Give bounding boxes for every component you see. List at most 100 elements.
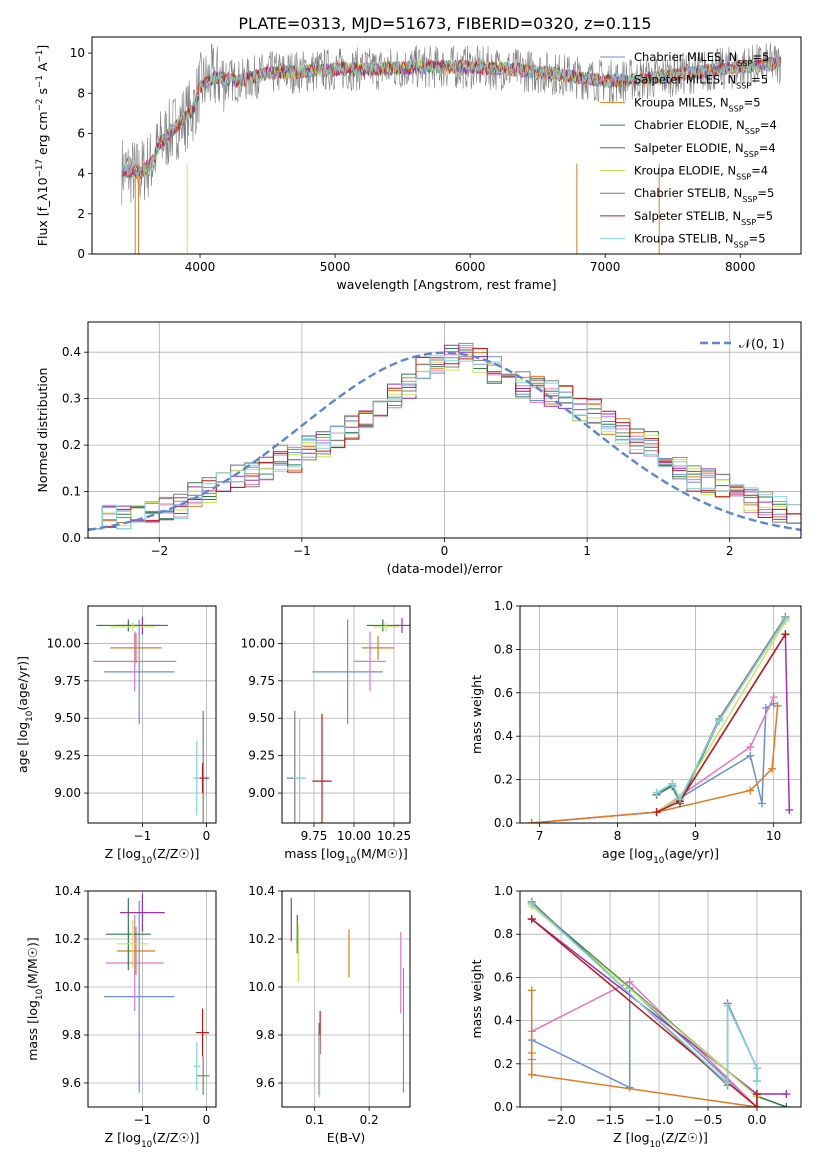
weight-marker <box>625 977 634 986</box>
x-tick-label: 8000 <box>725 260 756 274</box>
weight-marker <box>527 899 536 908</box>
weight-marker <box>773 701 782 710</box>
legend-label: Kroupa STELIB, NSSP=5 <box>634 232 766 250</box>
residual-histograms <box>88 342 801 538</box>
x-axis-label: mass [log10(M/M☉)] <box>284 846 408 866</box>
axes-frame <box>87 605 217 824</box>
x-axis-label: Z [log10(Z/Z☉)] <box>613 1130 708 1150</box>
x-tick-label: 6000 <box>455 260 486 274</box>
y-axis-label: mass weight <box>469 675 484 754</box>
weight-marker <box>527 986 536 995</box>
y-tick-label: 10.4 <box>54 884 81 898</box>
y-tick-label: 2 <box>77 207 85 221</box>
y-tick-label: 9.00 <box>248 786 275 800</box>
weight-marker <box>785 805 794 814</box>
y-tick-label: 10.00 <box>241 636 275 650</box>
x-tick-label: −0.5 <box>693 1113 722 1127</box>
y-tick-label: 0.2 <box>494 1057 513 1071</box>
weight-marker <box>746 743 755 752</box>
legend-label: Chabrier STELIB, NSSP=5 <box>634 186 774 204</box>
axes-frame <box>281 890 411 1108</box>
axes-frame <box>281 605 411 824</box>
normal-curve <box>88 351 801 532</box>
x-tick-label: 7 <box>536 829 544 843</box>
legend-label: Chabrier ELODIE, NSSP=4 <box>634 118 777 136</box>
y-axis-label: mass weight <box>469 959 484 1038</box>
y-axis-label: Normed distribution <box>35 368 50 493</box>
x-tick-label: 2 <box>726 544 734 558</box>
y-tick-label: 1.0 <box>494 884 513 898</box>
spectrum-legend: Chabrier MILES, NSSP=5 Salpeter MILES, NS… <box>600 50 777 249</box>
x-tick-label: 9.75 <box>301 829 328 843</box>
y-tick-label: 10 <box>70 46 85 60</box>
histogram-kroupa-stelib <box>88 355 801 538</box>
y-tick-label: 4 <box>77 167 85 181</box>
weight-marker <box>782 1090 791 1099</box>
age_vs_mass-points <box>286 617 410 823</box>
mass_vs_ebv-points <box>290 898 405 1098</box>
weight-line <box>531 702 775 823</box>
figure-title: PLATE=0313, MJD=51673, FIBERID=0320, z=0… <box>238 14 651 33</box>
x-tick-label: 0 <box>203 1113 211 1127</box>
x-tick-label: −2 <box>150 544 168 558</box>
weight-marker <box>527 1070 536 1079</box>
weight-marker <box>752 1077 761 1086</box>
weight_vs_age-axes: 7 8 9 10 0.0 0.2 0.4 0.6 0.8 1.0 age [log10(age/yr… <box>469 599 801 866</box>
x-tick-label: 0 <box>441 544 449 558</box>
x-tick-label: 1 <box>583 544 591 558</box>
y-tick-label: 9.75 <box>54 674 81 688</box>
weight-line <box>531 901 758 1088</box>
x-axis-label: Z [log10(Z/Z☉)] <box>105 846 200 866</box>
y-tick-label: 0.6 <box>494 686 513 700</box>
weight-line <box>656 633 787 813</box>
y-tick-label: 9.75 <box>248 674 275 688</box>
axes-frame <box>87 890 217 1108</box>
legend-label: Salpeter MILES, NSSP=5 <box>634 73 768 91</box>
spectrum-model-kroupa-stelib <box>121 57 781 180</box>
x-tick-label: 10 <box>766 829 781 843</box>
y-tick-label: 0.8 <box>494 927 513 941</box>
x-axis-label: (data-model)/error <box>387 561 504 576</box>
weight-line <box>531 696 775 823</box>
y-tick-label: 0.2 <box>494 773 513 787</box>
legend-label: Kroupa ELODIE, NSSP=4 <box>634 164 768 182</box>
x-tick-label: 4000 <box>185 260 216 274</box>
axes-frame <box>87 321 802 539</box>
legend-label: Kroupa MILES, NSSP=5 <box>634 95 761 113</box>
weight-marker <box>527 915 536 924</box>
age_vs_Z-points <box>93 616 210 823</box>
x-axis-label: Z [log10(Z/Z☉)] <box>105 1130 200 1150</box>
x-tick-label: 9 <box>692 829 700 843</box>
y-tick-label: 0.0 <box>494 1100 513 1114</box>
mass_vs_ebv-axes: 0.1 0.2 9.6 9.8 10.0 10.2 10.4 E(B-V) <box>248 884 410 1145</box>
weight_vs_Z-axes: −2.0 −1.5 −1.0 −0.5 0.0 0.0 0.2 0.4 0.6 0.8 1.0 Z [… <box>469 884 801 1150</box>
x-tick-label: 0.0 <box>747 1113 766 1127</box>
x-axis-label: age [log10(age/yr)] <box>602 846 719 866</box>
x-tick-label: 0.2 <box>360 1113 379 1127</box>
x-tick-label: −1.5 <box>596 1113 625 1127</box>
y-tick-label: 0.0 <box>494 816 513 830</box>
x-axis-label: E(B-V) <box>327 1130 366 1145</box>
x-tick-label: 0 <box>203 829 211 843</box>
y-tick-label: 0.8 <box>494 642 513 656</box>
weight-marker <box>723 1079 732 1088</box>
weight-marker <box>757 799 766 808</box>
legend-label: Salpeter ELODIE, NSSP=4 <box>634 141 776 159</box>
y-tick-label: 0.4 <box>62 345 81 359</box>
y-tick-label: 9.8 <box>62 1028 81 1042</box>
weight-marker <box>715 717 724 726</box>
y-tick-label: 8 <box>77 86 85 100</box>
axes-frame <box>91 36 802 255</box>
y-tick-label: 10.4 <box>248 884 275 898</box>
age_vs_mass-axes: 9.75 10.00 10.25 9.00 9.25 9.50 9.75 10.00 mass … <box>241 606 411 866</box>
weight-marker <box>782 1103 791 1107</box>
x-tick-label: −2.0 <box>547 1113 576 1127</box>
y-tick-label: 9.25 <box>248 749 275 763</box>
y-tick-label: 10.2 <box>54 932 81 946</box>
x-tick-label: −1.0 <box>644 1113 673 1127</box>
y-tick-label: 0.2 <box>62 438 81 452</box>
weight-marker <box>752 1064 761 1073</box>
weight-marker <box>769 693 778 702</box>
y-tick-label: 0.3 <box>62 392 81 406</box>
